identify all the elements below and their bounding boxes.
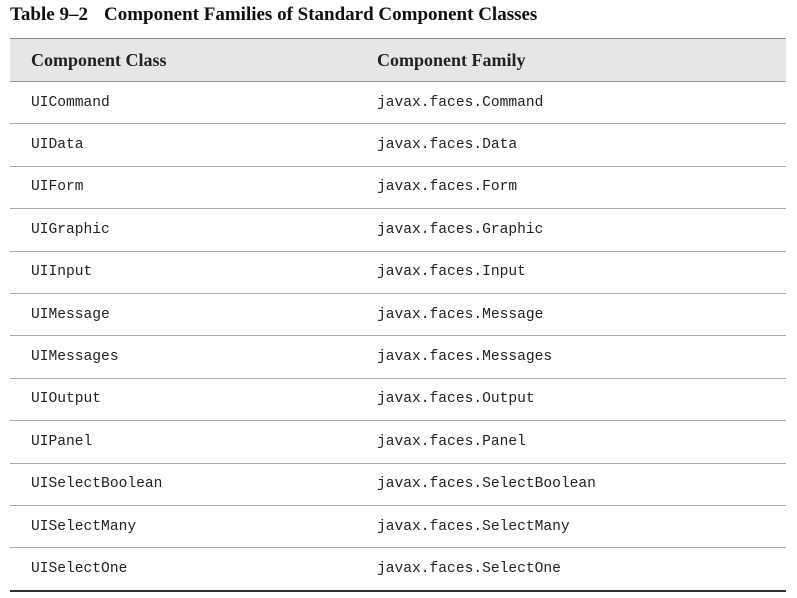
component-family: javax.faces.Messages [356,335,786,379]
table-row: UISelectBoolean javax.faces.SelectBoolean [10,463,786,506]
component-class: UIGraphic [10,208,356,252]
table-row: UIMessages javax.faces.Messages [10,335,786,379]
header-row: Component Class Component Family [10,38,786,82]
table-row: UISelectOne javax.faces.SelectOne [10,547,786,592]
component-family: javax.faces.Graphic [356,208,786,252]
table-row: UICommand javax.faces.Command [10,81,786,125]
component-class: UIPanel [10,420,356,464]
component-class: UISelectBoolean [10,463,356,506]
component-class: UISelectOne [10,547,356,592]
table-row: UIGraphic javax.faces.Graphic [10,208,786,252]
table-title: Component Families of Standard Component… [103,4,538,25]
component-family: javax.faces.Panel [356,420,786,464]
table-row: UIForm javax.faces.Form [10,166,786,210]
component-family: javax.faces.SelectOne [356,547,786,592]
component-class: UIInput [10,251,356,294]
component-family: javax.faces.Form [356,166,786,210]
component-family: javax.faces.SelectBoolean [356,463,786,506]
component-family: javax.faces.Input [356,251,786,294]
component-family: javax.faces.Data [356,123,786,167]
component-class: UIForm [10,166,356,210]
column-header: Component Family [356,38,786,82]
component-family: javax.faces.SelectMany [356,505,786,549]
table-row: UIMessage javax.faces.Message [10,293,786,337]
table-label: Table 9–2 [10,4,88,25]
table-body: UICommand javax.faces.Command UIData javax.… [10,81,786,592]
table-caption: Table 9–2 Component Families of Standard … [10,4,537,26]
column-header: Component Class [10,38,356,82]
table: Component Class Component Family UIComman… [10,38,786,592]
component-class: UIMessage [10,293,356,337]
table-row: UIInput javax.faces.Input [10,251,786,294]
component-family: javax.faces.Message [356,293,786,337]
component-class: UICommand [10,81,356,125]
table-row: UIPanel javax.faces.Panel [10,420,786,464]
component-family: javax.faces.Output [356,378,786,422]
component-class: UISelectMany [10,505,356,549]
component-class: UIMessages [10,335,356,379]
component-family: javax.faces.Command [356,81,786,125]
table-row: UIOutput javax.faces.Output [10,378,786,422]
table-row: UIData javax.faces.Data [10,123,786,167]
table-row: UISelectMany javax.faces.SelectMany [10,505,786,549]
component-class: UIData [10,123,356,167]
component-class: UIOutput [10,378,356,422]
